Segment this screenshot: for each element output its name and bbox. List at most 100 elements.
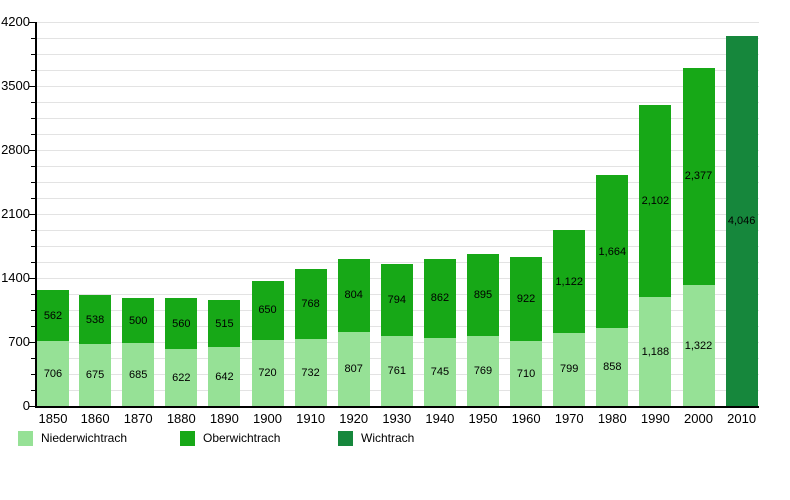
bar-segment-niederwichtrach-1870: 685 — [122, 343, 155, 406]
bar-value-label: 500 — [129, 314, 148, 327]
bar-segment-niederwichtrach-1890: 642 — [208, 347, 241, 406]
y-minor-tick — [31, 389, 35, 391]
legend-item-wichtrach: Wichtrach — [338, 431, 414, 446]
y-major-tick — [29, 21, 35, 23]
bar-value-label: 706 — [43, 367, 63, 380]
legend-label: Oberwichtrach — [203, 431, 281, 445]
bar-segment-oberwichtrach-1990: 2,102 — [639, 105, 672, 298]
bar-segment-niederwichtrach-1990: 1,188 — [639, 297, 672, 406]
y-minor-tick — [31, 293, 35, 295]
bar-value-label: 562 — [43, 309, 63, 322]
x-axis-tick-label: 2000 — [684, 411, 713, 426]
gridline — [37, 229, 759, 231]
gridline — [37, 53, 759, 55]
y-axis-tick-label: 0 — [22, 398, 30, 413]
legend-label: Wichtrach — [361, 431, 415, 445]
x-axis-tick-label: 1870 — [123, 411, 153, 426]
bar-segment-oberwichtrach-1980: 1,664 — [596, 175, 629, 328]
bar-segment-niederwichtrach-1980: 858 — [596, 327, 629, 406]
bar-segment-oberwichtrach-1940: 862 — [423, 259, 456, 338]
bar-value-label: 807 — [344, 363, 363, 376]
x-axis-tick-label: 1850 — [38, 411, 68, 426]
bar-value-label: 794 — [387, 294, 406, 307]
bar-segment-oberwichtrach-1890: 515 — [208, 300, 241, 348]
gridline — [37, 117, 759, 119]
bar-value-label: 560 — [172, 317, 191, 330]
x-axis-tick-label: 1950 — [468, 411, 498, 426]
y-minor-tick — [31, 357, 35, 359]
bar-value-label: 515 — [215, 317, 234, 330]
bar-value-label: 650 — [258, 304, 277, 317]
gridline — [37, 181, 759, 183]
bar-value-label: 1,322 — [684, 339, 713, 352]
bar-segment-niederwichtrach-2000: 1,322 — [682, 285, 715, 406]
bar-segment-niederwichtrach-1970: 799 — [553, 332, 586, 406]
bar-value-label: 732 — [301, 366, 320, 379]
oberwichtrach-color-swatch — [180, 431, 195, 446]
y-axis-tick-label: 4200 — [1, 14, 30, 29]
bar-segment-niederwichtrach-1960: 710 — [510, 341, 543, 406]
bar-value-label: 745 — [430, 365, 450, 378]
bar-segment-niederwichtrach-1950: 769 — [467, 335, 499, 406]
x-axis-tick-label: 1900 — [253, 411, 282, 426]
y-minor-tick — [31, 133, 35, 135]
y-minor-tick — [31, 69, 35, 71]
y-minor-tick — [31, 101, 35, 103]
bar-segment-niederwichtrach-1930: 761 — [380, 336, 413, 406]
y-axis-tick-label: 700 — [8, 334, 30, 349]
bar-segment-wichtrach-2010: 4,046 — [725, 36, 758, 406]
y-minor-tick — [31, 53, 35, 55]
bar-value-label: 761 — [387, 365, 406, 378]
bar-segment-oberwichtrach-1900: 650 — [251, 280, 284, 341]
bar-value-label: 1,122 — [555, 275, 583, 288]
bar-value-label: 769 — [473, 364, 493, 377]
y-minor-tick — [31, 245, 35, 247]
gridline — [37, 21, 759, 23]
bar-segment-oberwichtrach-1910: 768 — [294, 268, 327, 340]
y-major-tick — [29, 341, 35, 343]
wichtrach-color-swatch — [338, 431, 353, 446]
bar-value-label: 622 — [172, 371, 191, 384]
x-axis-tick-label: 1980 — [597, 411, 627, 426]
bar-value-label: 768 — [301, 297, 320, 310]
gridline — [37, 165, 759, 167]
gridline — [37, 37, 759, 39]
gridline — [37, 85, 759, 87]
x-axis-tick-label: 1880 — [166, 411, 196, 426]
bar-segment-oberwichtrach-1920: 804 — [337, 258, 370, 333]
gridline — [37, 149, 759, 151]
gridline — [37, 261, 759, 263]
bar-segment-niederwichtrach-1850: 706 — [37, 341, 69, 406]
gridline — [37, 101, 759, 103]
y-minor-tick — [31, 197, 35, 199]
gridline — [37, 69, 759, 71]
y-minor-tick — [31, 373, 35, 375]
bar-segment-oberwichtrach-1850: 562 — [37, 290, 69, 342]
y-axis-tick-label: 3500 — [1, 78, 30, 93]
bar-segment-oberwichtrach-1930: 794 — [380, 263, 413, 337]
y-axis-tick-label: 1400 — [1, 270, 30, 285]
bar-segment-niederwichtrach-1900: 720 — [251, 340, 284, 406]
y-major-tick — [29, 213, 35, 215]
bar-segment-oberwichtrach-1960: 922 — [510, 256, 543, 342]
y-major-tick — [29, 85, 35, 87]
y-major-tick — [29, 277, 35, 279]
legend: Niederwichtrach Oberwichtrach Wichtrach — [0, 431, 790, 451]
bar-segment-niederwichtrach-1940: 745 — [423, 337, 456, 406]
gridline — [37, 133, 759, 135]
bar-segment-oberwichtrach-1880: 560 — [165, 297, 198, 350]
bar-segment-niederwichtrach-1920: 807 — [337, 332, 370, 406]
x-axis-tick-label: 1890 — [209, 411, 239, 426]
bar-segment-oberwichtrach-1950: 895 — [467, 253, 499, 336]
bar-segment-oberwichtrach-2000: 2,377 — [682, 67, 715, 286]
bar-value-label: 1,188 — [641, 345, 670, 358]
bar-segment-niederwichtrach-1880: 622 — [165, 349, 198, 406]
y-minor-tick — [31, 165, 35, 167]
x-axis-tick-label: 1860 — [80, 411, 110, 426]
bar-value-label: 538 — [85, 313, 105, 326]
y-minor-tick — [31, 261, 35, 263]
y-major-tick — [29, 149, 35, 151]
bar-value-label: 922 — [516, 292, 536, 305]
bar-value-label: 858 — [603, 360, 622, 373]
